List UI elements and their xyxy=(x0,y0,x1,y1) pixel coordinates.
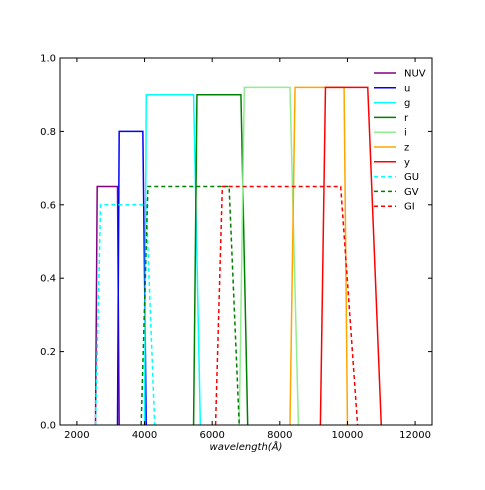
x-tick-label: 12000 xyxy=(399,430,431,441)
x-tick-label: 8000 xyxy=(267,430,292,441)
legend-label-gu: GU xyxy=(404,172,419,183)
legend-label-nuv: NUV xyxy=(404,69,426,80)
x-tick-label: 10000 xyxy=(332,430,364,441)
legend-label-gv: GV xyxy=(404,187,419,198)
series-line-r xyxy=(192,93,249,426)
series-line-g xyxy=(143,93,202,426)
series-line-gv xyxy=(140,185,240,426)
x-tick-label: 2000 xyxy=(64,430,89,441)
legend-label-i: i xyxy=(404,128,407,139)
series-line-nuv xyxy=(94,185,120,426)
y-tick-label: 0.4 xyxy=(40,274,56,285)
series-line-z xyxy=(289,86,349,426)
legend-label-y: y xyxy=(404,157,410,168)
series-line-y xyxy=(319,86,383,426)
y-tick-label: 1.0 xyxy=(40,54,56,65)
series-line-i xyxy=(238,86,300,426)
x-tick-label: 6000 xyxy=(199,430,224,441)
series-layer xyxy=(94,86,383,426)
legend-label-gi: GI xyxy=(404,202,415,213)
y-tick-label: 0.2 xyxy=(40,347,56,358)
legend-label-u: u xyxy=(404,83,410,94)
plot-frame xyxy=(59,57,433,426)
legend-label-g: g xyxy=(404,98,410,109)
x-axis-label: wavelength(Å) xyxy=(210,440,283,453)
legend-label-r: r xyxy=(404,113,409,124)
y-tick-label: 0.8 xyxy=(40,127,56,138)
axes-layer: 2000 4000 6000 8000 10000 12000 0.0 0.2 0.4 0.6 0.… xyxy=(40,54,433,441)
legend-label-z: z xyxy=(404,143,409,154)
y-tick-label: 0.6 xyxy=(40,200,56,211)
x-tick-label: 4000 xyxy=(132,430,157,441)
series-line-gi xyxy=(214,185,359,426)
series-line-u xyxy=(116,130,147,426)
y-tick-label: 0.0 xyxy=(40,421,56,432)
